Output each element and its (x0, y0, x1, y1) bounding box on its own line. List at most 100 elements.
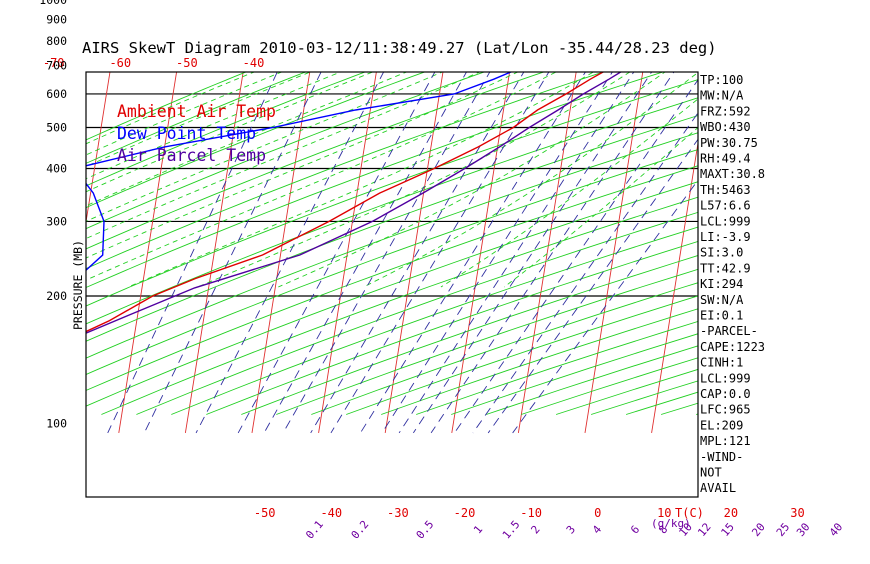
dry-adiabat-480 (381, 308, 698, 415)
moist-adiabat-28 (278, 72, 666, 288)
moist-adiabat-0 (86, 72, 408, 207)
mixing-line-2 (282, 72, 491, 434)
pressure-tick-label: 900 (46, 12, 67, 26)
mixing-ratio-tick-label: 4 (590, 523, 604, 537)
pressure-tick-label: 500 (46, 120, 67, 134)
dry-adiabat-300 (86, 72, 545, 250)
bottom-temp-tick-label: -20 (454, 506, 476, 520)
isotherm--40 (251, 72, 311, 434)
index-entry: LFC:965 (700, 403, 751, 417)
chart-title: AIRS SkewT Diagram 2010-03-12/11:38:49.2… (82, 39, 717, 57)
mixing-line-3 (310, 72, 525, 434)
moist-adiabat--8 (86, 72, 342, 180)
bottom-temp-tick-label: 20 (724, 506, 738, 520)
bottom-temp-tick-label: -50 (254, 506, 276, 520)
dry-adiabat-590 (766, 0, 870, 415)
moist-adiabat-12 (86, 72, 519, 259)
index-entry: MPL:121 (700, 434, 751, 448)
index-entry: LCL:999 (700, 371, 751, 385)
dry-adiabat-360 (86, 132, 698, 359)
dry-adiabat-440 (241, 255, 698, 415)
index-entry: FRZ:592 (700, 104, 751, 118)
mixing-ratio-tick-label: 12 (695, 520, 713, 539)
isotherm-50 (851, 0, 870, 433)
dewpoint-temp-line (86, 72, 513, 272)
isotherm-40 (785, 0, 856, 433)
mixing-ratio-tick-label: 30 (794, 520, 812, 539)
dry-adiabat-450 (276, 268, 698, 415)
isotherm-20 (651, 140, 698, 434)
top-temp-tick-label: -60 (109, 56, 131, 70)
index-entry: EI:0.1 (700, 309, 743, 323)
mixing-ratio-tick-label: 0.5 (414, 518, 437, 542)
dry-adiabat-280 (86, 72, 426, 209)
index-entry: MW:N/A (700, 89, 744, 103)
legend-item: Ambient Air Temp (117, 102, 276, 121)
dry-adiabat-320 (86, 72, 665, 288)
mixing-ratio-tick-label: 2 (528, 523, 542, 536)
parcel-temp-line (86, 72, 623, 334)
pressure-tick-label: 1000 (39, 0, 67, 7)
top-temp-tick-label: -40 (243, 56, 265, 70)
mixing-line-0.1 (107, 72, 278, 434)
index-entry: EL:209 (700, 418, 743, 432)
mixing-line-10 (398, 72, 635, 434)
index-entry: CINH:1 (700, 356, 743, 370)
dry-adiabat-310 (86, 72, 605, 270)
dry-adiabat-600 (801, 0, 870, 415)
index-entry: KI:294 (700, 277, 743, 291)
pressure-tick-label: 100 (46, 417, 67, 431)
dry-adiabat-330 (86, 79, 698, 307)
pressure-tick-label: 800 (46, 34, 67, 48)
pressure-tick-label: 700 (46, 59, 67, 73)
isotherm-0 (517, 72, 577, 434)
tc-unit-label: T(C) (675, 506, 704, 520)
moist-adiabat-16 (86, 72, 557, 281)
dry-adiabat-380 (86, 165, 698, 391)
top-temp-tick-label: -50 (176, 56, 198, 70)
index-entry: -WIND- (700, 450, 743, 464)
index-entry: CAP:0.0 (700, 387, 751, 401)
index-entry: LCL:999 (700, 214, 751, 228)
index-entry: MAXT:30.8 (700, 167, 765, 181)
isotherm--30 (318, 72, 377, 434)
dry-adiabat-510 (486, 345, 698, 415)
mixing-line-40 (512, 179, 698, 434)
mixing-ratio-tick-label: 40 (827, 520, 845, 539)
dry-adiabat-290 (86, 72, 486, 230)
y-axis-label: PRESSURE (MB) (71, 240, 85, 330)
dry-adiabat-500 (451, 333, 698, 415)
mixing-ratio-tick-label: 1 (471, 523, 485, 536)
dry-adiabat-430 (206, 240, 698, 415)
mixing-line-12 (412, 72, 653, 434)
pressure-tick-label: 300 (46, 214, 67, 228)
index-entry: AVAIL (700, 481, 736, 495)
dry-adiabat-560 (660, 402, 698, 415)
mixing-line-15 (430, 72, 675, 434)
bottom-temp-tick-label: 10 (657, 506, 671, 520)
dry-adiabat-370 (86, 149, 698, 376)
mixing-ratio-tick-label: 15 (718, 520, 736, 539)
plot-area (86, 0, 870, 434)
index-entry: CAPE:1223 (700, 340, 765, 354)
index-entry: NOT (700, 466, 722, 480)
dry-adiabat-610 (836, 0, 870, 415)
dry-adiabat-460 (311, 282, 698, 415)
mixing-line-8 (381, 72, 613, 434)
bottom-temp-tick-label: -10 (520, 506, 542, 520)
dry-adiabat-250 (86, 72, 248, 141)
dry-adiabat-420 (171, 226, 698, 415)
mixing-ratio-tick-label: 1.5 (500, 518, 523, 542)
dry-adiabat-270 (86, 72, 367, 187)
index-entry: RH:49.4 (700, 152, 751, 166)
bottom-temp-tick-label: -40 (320, 506, 342, 520)
index-entry: LI:-3.9 (700, 230, 751, 244)
legend-item: Air Parcel Temp (117, 146, 266, 165)
isotherm--10 (451, 72, 511, 434)
mixing-ratio-tick-label: 25 (774, 520, 792, 539)
top-temp-tick-label: -70 (43, 56, 65, 70)
pressure-tick-label: 600 (46, 87, 67, 101)
bottom-temp-tick-label: 30 (790, 506, 804, 520)
legend-item: Dew Point Temp (117, 124, 256, 143)
